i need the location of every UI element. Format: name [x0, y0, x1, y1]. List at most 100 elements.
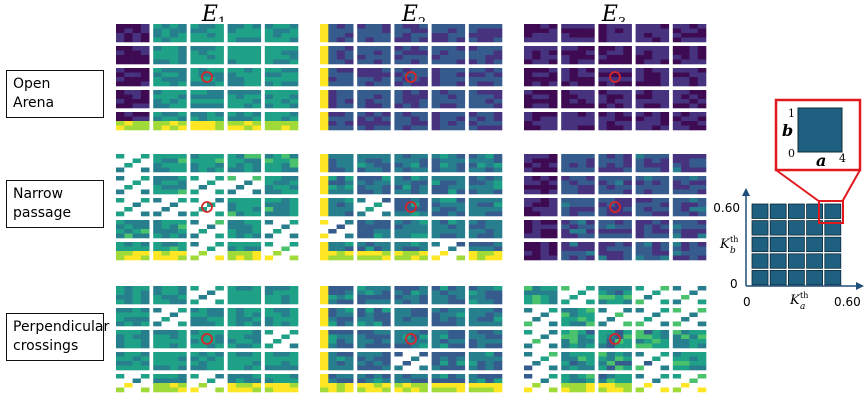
heatmap-cell	[252, 116, 262, 122]
heatmap-cell	[153, 299, 162, 305]
heatmap-cell	[289, 229, 299, 234]
heatmap-cell	[235, 365, 245, 371]
heatmap-cell	[431, 154, 441, 159]
heatmap-cell	[524, 387, 533, 393]
heatmap-cell	[652, 72, 661, 78]
heatmap-cell	[615, 121, 624, 126]
heatmap-cell	[264, 90, 274, 95]
heatmap-cell	[606, 55, 616, 60]
inset-b-max-label: 1	[788, 107, 795, 120]
heatmap-cell	[411, 255, 420, 261]
heatmap-cell	[132, 55, 142, 60]
heatmap-cell	[448, 55, 457, 60]
heatmap-cell	[586, 233, 595, 239]
heatmap-cell	[689, 46, 698, 51]
heatmap-cell	[382, 308, 391, 313]
heatmap-cell	[532, 295, 541, 300]
heatmap-cell	[697, 198, 707, 203]
heatmap-cell	[344, 339, 354, 344]
heatmap-cell	[382, 198, 391, 203]
heatmap-cell	[132, 24, 142, 29]
heatmap-cell	[215, 158, 224, 164]
heatmap-cell	[207, 378, 216, 384]
heatmap-cell	[273, 365, 282, 371]
heatmap-cell	[623, 251, 632, 256]
heatmap-cell	[235, 224, 245, 230]
heatmap-cell	[672, 77, 682, 82]
heatmap-cell	[681, 251, 690, 256]
heatmap-cell	[439, 356, 449, 362]
heatmap-cell	[532, 361, 541, 366]
heatmap-cell	[281, 33, 290, 38]
heatmap-cell	[124, 28, 133, 34]
heatmap-cell	[448, 334, 457, 340]
heatmap-cell	[273, 361, 282, 366]
heatmap-cell	[215, 361, 224, 366]
heatmap-cell	[132, 112, 142, 117]
heatmap-cell	[577, 154, 587, 159]
heatmap-cell	[485, 290, 494, 296]
heatmap-cell	[273, 121, 282, 126]
heatmap-cell	[652, 352, 661, 357]
heatmap-cell	[532, 202, 541, 208]
heatmap-cell	[411, 220, 420, 225]
heatmap-cell	[548, 312, 558, 318]
legend-grid-cell	[751, 236, 769, 253]
heatmap-cell	[153, 378, 162, 384]
heatmap-cell	[336, 37, 346, 43]
heatmap-cell	[365, 59, 375, 65]
heatmap-cell	[672, 180, 682, 186]
heatmap-cell	[336, 202, 346, 208]
heatmap-cell	[140, 308, 150, 313]
column-title-e1-base: E	[201, 2, 218, 27]
heatmap-cell	[198, 312, 208, 318]
heatmap-cell	[524, 176, 533, 181]
heatmap-cell	[140, 125, 150, 131]
heatmap-cell	[373, 378, 383, 384]
heatmap-cell	[178, 211, 187, 217]
heatmap-cell	[439, 233, 449, 239]
heatmap-cell	[365, 112, 375, 117]
heatmap-cell	[190, 50, 199, 56]
heatmap-cell	[468, 46, 478, 51]
heatmap-cell	[681, 299, 690, 305]
heatmap-cell	[419, 125, 428, 131]
heatmap-panel-open-arena-e3	[522, 22, 708, 132]
heatmap-cell	[289, 251, 299, 256]
heatmap-cell	[431, 220, 441, 225]
heatmap-cell	[289, 81, 299, 87]
heatmap-cell	[161, 378, 171, 384]
heatmap-cell	[419, 387, 428, 393]
heatmap-cell	[540, 365, 550, 371]
heatmap-cell	[697, 317, 707, 322]
heatmap-cell	[373, 295, 383, 300]
heatmap-cell	[264, 116, 274, 122]
heatmap-cell	[161, 72, 171, 78]
heatmap-cell	[273, 352, 282, 357]
heatmap-cell	[540, 50, 550, 56]
heatmap-cell	[419, 308, 428, 313]
heatmap-cell	[606, 59, 616, 65]
heatmap-cell	[235, 28, 245, 34]
heatmap-cell	[652, 220, 661, 225]
heatmap-cell	[320, 116, 329, 122]
heatmap-cell	[448, 154, 457, 159]
heatmap-cell	[532, 180, 541, 186]
heatmap-cell	[577, 317, 587, 322]
heatmap-cell	[606, 352, 616, 357]
heatmap-cell	[227, 176, 237, 181]
heatmap-cell	[419, 233, 428, 239]
heatmap-cell	[532, 68, 541, 73]
heatmap-cell	[411, 176, 420, 181]
heatmap-cell	[178, 343, 187, 349]
heatmap-cell	[161, 334, 171, 340]
heatmap-cell	[643, 28, 653, 34]
heatmap-cell	[548, 343, 558, 349]
heatmap-cell	[153, 72, 162, 78]
callout-line-left	[775, 169, 821, 203]
heatmap-cell	[382, 112, 391, 117]
heatmap-cell	[623, 33, 632, 38]
heatmap-cell	[161, 59, 171, 65]
heatmap-cell	[328, 28, 337, 34]
heatmap-cell	[681, 334, 690, 340]
